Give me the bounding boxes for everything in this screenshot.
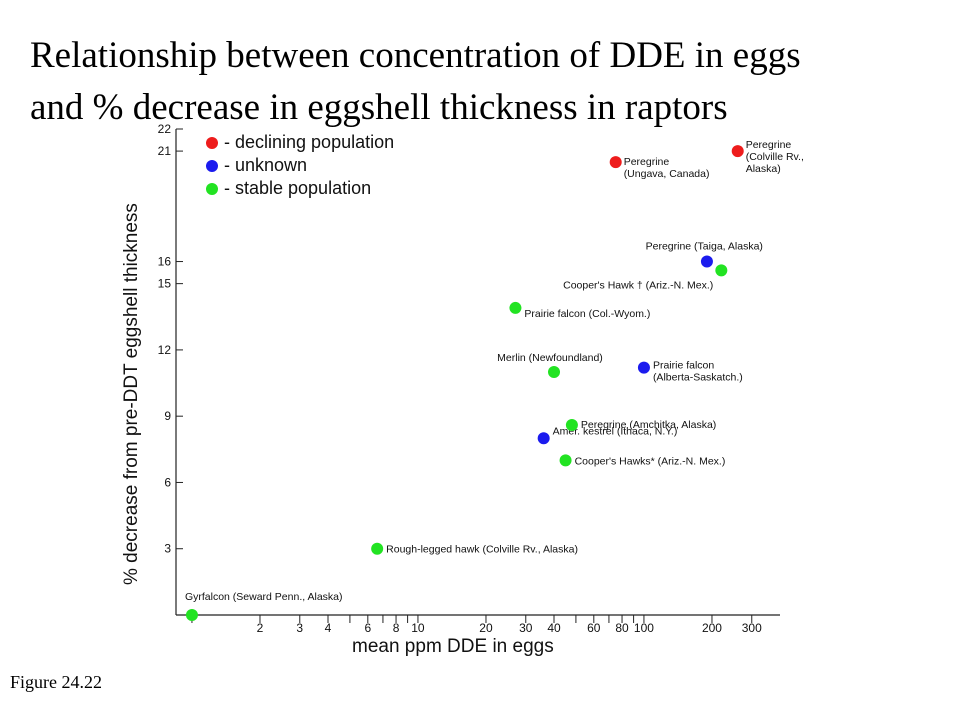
x-tick-label: 200 (702, 621, 722, 635)
x-tick-label: 100 (634, 621, 654, 635)
data-point-label: Gyrfalcon (Seward Penn., Alaska) (185, 591, 343, 603)
data-point (637, 361, 650, 374)
x-tick-label: 30 (519, 621, 533, 635)
legend-marker (206, 137, 218, 149)
figure-caption: Figure 24.22 (10, 672, 102, 692)
data-point-label: Rough-legged hawk (Colville Rv., Alaska) (386, 544, 578, 556)
data-point (185, 609, 198, 621)
x-tick-label: 4 (325, 621, 332, 635)
slide-title-line-1: Relationship between concentration of DD… (30, 35, 801, 76)
x-tick-label: 2 (257, 621, 264, 635)
x-axis-title: mean ppm DDE in eggs (352, 636, 554, 657)
data-point-label: Merlin (Newfoundland) (497, 352, 603, 364)
legend-marker (206, 183, 218, 195)
y-tick-label: 12 (158, 343, 172, 357)
data-point (371, 542, 384, 555)
x-tick-label: 6 (364, 621, 371, 635)
data-point-label: Cooper's Hawk † (Ariz.-N. Mex.) (563, 279, 713, 291)
data-point-label: Prairie falcon (Col.-Wyom.) (524, 308, 650, 320)
y-tick-label: 3 (164, 542, 171, 556)
y-axis-title: % decrease from pre-DDT eggshell thickne… (121, 203, 142, 585)
data-point (509, 301, 522, 314)
legend-label: - stable population (224, 178, 371, 198)
legend-marker (206, 160, 218, 172)
data-point-label: (Ungava, Canada) (624, 168, 710, 180)
y-tick-label: 9 (164, 409, 171, 423)
x-tick-label: 300 (742, 621, 762, 635)
y-tick-label: 16 (158, 255, 172, 269)
x-tick-label: 20 (479, 621, 493, 635)
data-point (548, 366, 561, 378)
x-tick-label: 10 (411, 621, 425, 635)
y-tick-label: 21 (158, 144, 172, 158)
x-tick-label: 80 (615, 621, 629, 635)
data-point-label: Amer. kestrel (Ithaca, N.Y.) (553, 425, 678, 437)
data-point-label: Cooper's Hawks* (Ariz.-N. Mex.) (575, 455, 726, 467)
data-point-label: Prairie falcon (653, 360, 714, 372)
data-point-label: Peregrine (Taiga, Alaska) (646, 241, 763, 253)
slide-title: Relationship between concentration of DD… (30, 30, 950, 134)
data-point-label: Peregrine (746, 139, 792, 151)
slide-title-line-2: and % decrease in eggshell thickness in … (30, 87, 728, 128)
data-point (559, 454, 572, 467)
data-point-label: (Alberta-Saskatch.) (653, 372, 743, 384)
legend-label: - unknown (224, 155, 307, 175)
data-point (715, 264, 728, 277)
x-tick-label: 8 (393, 621, 400, 635)
x-tick-label: 60 (587, 621, 601, 635)
data-point (700, 255, 713, 268)
y-tick-label: 6 (164, 475, 171, 489)
legend-label: - declining population (224, 132, 394, 152)
data-point (731, 145, 744, 158)
data-point (565, 419, 578, 432)
data-point-label: Alaska) (746, 163, 781, 175)
x-tick-label: 3 (296, 621, 303, 635)
data-point (537, 432, 550, 445)
data-point-label: Peregrine (Amchitka, Alaska) (581, 419, 716, 431)
data-point (609, 156, 622, 169)
y-tick-label: 22 (158, 122, 172, 136)
data-point-label: Peregrine (624, 156, 670, 168)
data-points: Peregrine(Ungava, Canada)Peregrine(Colvi… (185, 139, 804, 621)
y-tick-label: 15 (158, 277, 172, 291)
data-point-label: (Colville Rv., (746, 151, 804, 163)
legend: - declining population - unknown - stable … (206, 132, 394, 198)
x-tick-label: 40 (547, 621, 561, 635)
